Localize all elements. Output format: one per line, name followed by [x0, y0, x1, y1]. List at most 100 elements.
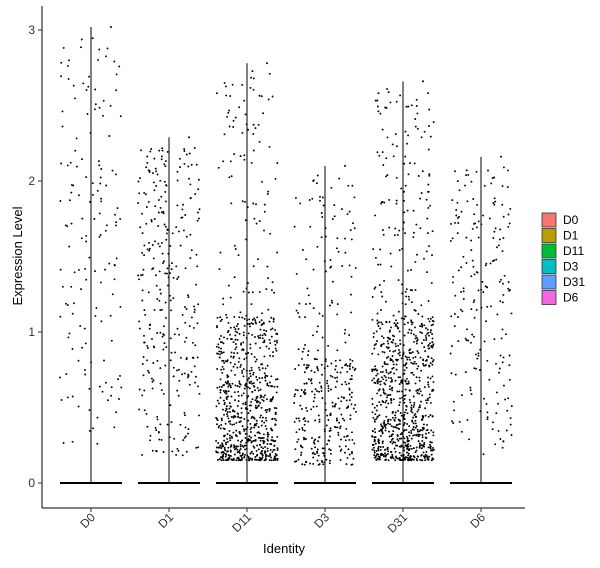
data-point	[410, 104, 413, 107]
data-point	[232, 356, 235, 359]
data-point	[233, 363, 236, 366]
data-point	[242, 341, 245, 344]
data-point	[237, 400, 240, 403]
data-point	[240, 342, 243, 345]
data-point	[386, 446, 389, 449]
data-point	[226, 440, 229, 443]
data-point	[404, 290, 407, 293]
data-point	[261, 312, 264, 315]
data-point	[164, 160, 167, 163]
data-point	[339, 425, 342, 428]
data-point	[324, 358, 327, 361]
data-point	[235, 325, 238, 328]
data-point	[230, 369, 233, 372]
data-point	[215, 405, 218, 408]
data-point	[251, 398, 254, 401]
data-point	[266, 62, 268, 65]
data-point	[415, 340, 418, 343]
data-point	[456, 201, 459, 204]
data-point	[331, 401, 334, 404]
data-point	[233, 153, 236, 156]
data-point	[294, 460, 296, 463]
data-point	[240, 394, 243, 397]
data-point	[429, 204, 431, 207]
data-point	[164, 316, 167, 319]
data-point	[407, 105, 410, 108]
data-point	[456, 217, 459, 219]
data-point	[258, 443, 261, 446]
data-point	[383, 452, 386, 455]
data-point	[270, 443, 273, 446]
data-point	[221, 352, 223, 355]
data-point	[426, 397, 429, 400]
data-point	[225, 398, 228, 400]
data-point	[335, 417, 338, 420]
data-point	[306, 409, 309, 412]
data-point	[391, 453, 394, 456]
data-point	[247, 128, 250, 131]
data-point	[90, 361, 93, 364]
data-point	[239, 445, 242, 448]
data-point	[348, 364, 351, 367]
data-point	[173, 437, 176, 440]
data-point	[381, 151, 384, 154]
data-point	[94, 88, 97, 91]
data-point	[66, 396, 69, 399]
data-point	[422, 80, 424, 83]
data-point	[398, 351, 401, 354]
data-point	[396, 325, 399, 328]
data-point	[404, 130, 407, 133]
data-point	[271, 397, 274, 400]
data-point	[252, 322, 254, 325]
data-point	[184, 214, 187, 216]
data-point	[312, 456, 315, 459]
data-point	[407, 452, 410, 455]
data-point	[330, 299, 333, 302]
data-point	[222, 359, 225, 362]
data-point	[70, 285, 73, 288]
data-point	[316, 451, 319, 454]
y-tick-label-2: 2	[28, 174, 35, 188]
data-point	[425, 401, 428, 404]
data-point	[70, 191, 73, 194]
data-point	[427, 206, 430, 209]
data-point	[411, 351, 414, 354]
data-point	[465, 339, 468, 342]
data-point	[276, 457, 279, 460]
data-point	[409, 455, 412, 458]
data-point	[349, 362, 352, 365]
data-point	[372, 416, 375, 419]
data-point	[221, 457, 224, 460]
data-point	[253, 317, 255, 320]
data-point	[310, 369, 313, 372]
data-point	[497, 429, 500, 432]
data-point	[222, 399, 225, 402]
data-point	[115, 411, 118, 414]
data-point	[252, 202, 255, 205]
data-point	[88, 75, 91, 78]
data-point	[166, 228, 169, 231]
data-point	[248, 377, 250, 380]
data-point	[416, 253, 418, 256]
data-point	[155, 170, 158, 173]
data-point	[293, 402, 296, 404]
data-point	[216, 316, 219, 319]
data-point	[487, 169, 489, 172]
data-point	[80, 46, 82, 49]
data-point	[150, 218, 153, 221]
data-point	[162, 392, 165, 395]
data-point	[371, 403, 374, 406]
data-point	[470, 180, 473, 183]
data-point	[427, 381, 430, 384]
data-point	[333, 215, 336, 218]
data-point	[236, 338, 239, 341]
data-point	[400, 187, 403, 190]
data-point	[310, 447, 313, 450]
data-point	[350, 293, 352, 296]
data-point	[230, 444, 233, 447]
data-point	[419, 356, 422, 359]
data-point	[188, 383, 191, 386]
data-point	[502, 356, 505, 359]
data-point	[276, 339, 278, 342]
data-point	[322, 452, 325, 455]
